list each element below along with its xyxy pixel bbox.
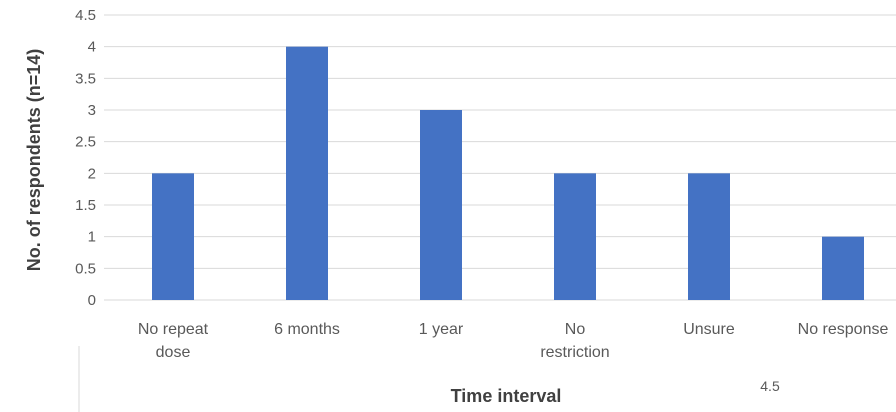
x-category-label: Unsure bbox=[683, 321, 735, 338]
x-category-label: No response bbox=[798, 321, 889, 338]
x-category-label: No repeat bbox=[138, 321, 209, 338]
x-category-labels: No repeat dose 6 months 1 year No restriction… bbox=[138, 321, 889, 361]
bar bbox=[554, 173, 596, 300]
y-tick-label: 1 bbox=[88, 229, 96, 246]
x-category-label: dose bbox=[156, 344, 191, 361]
x-axis-title: Time interval bbox=[451, 386, 562, 406]
y-tick-label: 0 bbox=[88, 292, 96, 309]
footer-note: 4.5 bbox=[760, 378, 780, 394]
y-axis-title: No. of respondents (n=14) bbox=[24, 49, 44, 272]
y-tick-labels: 0 0.5 1 1.5 2 2.5 3 3.5 4 4.5 bbox=[75, 7, 96, 309]
x-category-label: No bbox=[565, 321, 586, 338]
x-category-label: restriction bbox=[540, 344, 609, 361]
y-tick-label: 0.5 bbox=[75, 260, 96, 277]
bar bbox=[152, 173, 194, 300]
bar bbox=[420, 110, 462, 300]
y-tick-label: 3.5 bbox=[75, 70, 96, 87]
bar bbox=[286, 46, 328, 300]
y-tick-label: 4 bbox=[88, 39, 96, 56]
gridlines bbox=[104, 14, 896, 301]
bar bbox=[688, 173, 730, 300]
y-tick-label: 1.5 bbox=[75, 197, 96, 214]
bars bbox=[152, 46, 864, 300]
y-tick-label: 4.5 bbox=[75, 7, 96, 24]
y-tick-label: 3 bbox=[88, 102, 96, 119]
x-category-label: 6 months bbox=[274, 321, 340, 338]
bar bbox=[822, 236, 864, 300]
x-category-label: 1 year bbox=[419, 321, 464, 338]
y-tick-label: 2 bbox=[88, 165, 96, 182]
y-tick-label: 2.5 bbox=[75, 134, 96, 151]
